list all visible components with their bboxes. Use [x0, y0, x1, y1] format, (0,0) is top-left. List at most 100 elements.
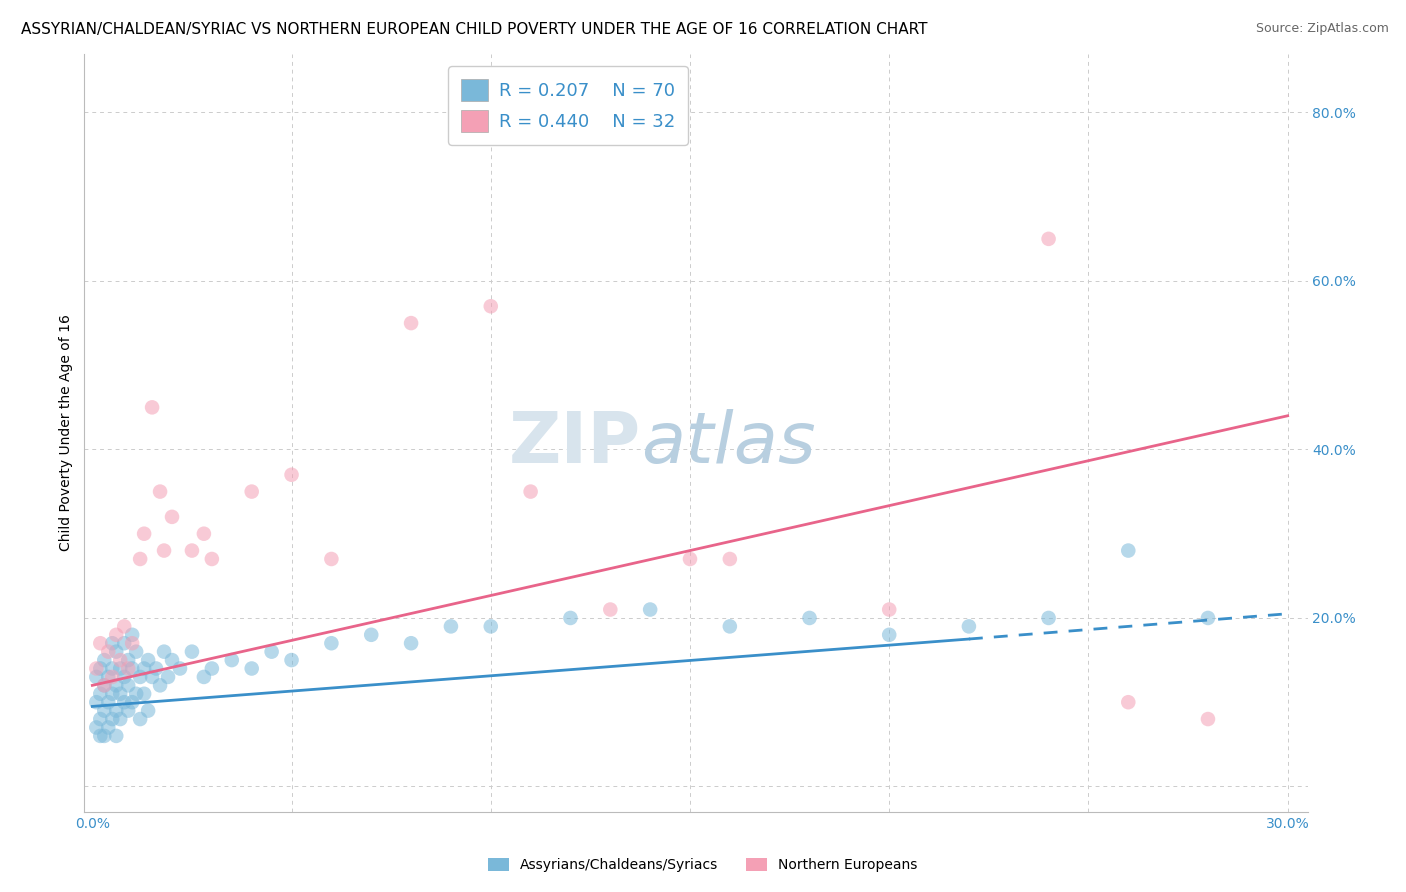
- Point: [201, 552, 224, 566]
- Point: [679, 552, 702, 566]
- Point: [105, 704, 128, 718]
- Point: [112, 636, 135, 650]
- Point: [110, 661, 132, 675]
- Point: [89, 636, 111, 650]
- Point: [117, 704, 139, 718]
- Point: [86, 695, 108, 709]
- Point: [134, 526, 156, 541]
- Point: [160, 509, 183, 524]
- Point: [149, 484, 172, 499]
- Point: [1197, 712, 1219, 726]
- Point: [117, 661, 139, 675]
- Point: [112, 695, 135, 709]
- Point: [97, 670, 120, 684]
- Point: [1197, 611, 1219, 625]
- Point: [101, 661, 124, 675]
- Point: [193, 526, 215, 541]
- Legend: R = 0.207    N = 70, R = 0.440    N = 32: R = 0.207 N = 70, R = 0.440 N = 32: [449, 66, 688, 145]
- Point: [121, 661, 143, 675]
- Point: [560, 611, 582, 625]
- Point: [141, 670, 163, 684]
- Point: [1038, 611, 1060, 625]
- Point: [193, 670, 215, 684]
- Point: [157, 670, 180, 684]
- Point: [112, 619, 135, 633]
- Point: [125, 687, 148, 701]
- Point: [110, 712, 132, 726]
- Point: [105, 628, 128, 642]
- Point: [718, 552, 741, 566]
- Point: [117, 678, 139, 692]
- Point: [599, 602, 621, 616]
- Point: [399, 316, 422, 330]
- Point: [519, 484, 541, 499]
- Point: [93, 729, 115, 743]
- Point: [117, 653, 139, 667]
- Point: [93, 653, 115, 667]
- Point: [153, 543, 176, 558]
- Point: [718, 619, 741, 633]
- Point: [112, 670, 135, 684]
- Point: [240, 484, 263, 499]
- Point: [93, 704, 115, 718]
- Point: [877, 628, 900, 642]
- Point: [89, 729, 111, 743]
- Point: [799, 611, 821, 625]
- Point: [129, 670, 152, 684]
- Point: [86, 721, 108, 735]
- Point: [141, 401, 163, 415]
- Point: [145, 661, 167, 675]
- Point: [321, 636, 343, 650]
- Point: [136, 653, 159, 667]
- Point: [101, 670, 124, 684]
- Point: [125, 645, 148, 659]
- Text: Source: ZipAtlas.com: Source: ZipAtlas.com: [1256, 22, 1389, 36]
- Point: [105, 729, 128, 743]
- Point: [280, 467, 302, 482]
- Point: [169, 661, 191, 675]
- Point: [110, 653, 132, 667]
- Point: [101, 687, 124, 701]
- Point: [181, 645, 204, 659]
- Point: [89, 687, 111, 701]
- Point: [129, 712, 152, 726]
- Point: [101, 636, 124, 650]
- Point: [1116, 695, 1139, 709]
- Point: [399, 636, 422, 650]
- Point: [93, 678, 115, 692]
- Point: [86, 670, 108, 684]
- Point: [86, 661, 108, 675]
- Point: [877, 602, 900, 616]
- Point: [957, 619, 980, 633]
- Point: [181, 543, 204, 558]
- Point: [280, 653, 302, 667]
- Text: ASSYRIAN/CHALDEAN/SYRIAC VS NORTHERN EUROPEAN CHILD POVERTY UNDER THE AGE OF 16 : ASSYRIAN/CHALDEAN/SYRIAC VS NORTHERN EUR…: [21, 22, 928, 37]
- Point: [134, 687, 156, 701]
- Point: [97, 721, 120, 735]
- Point: [129, 552, 152, 566]
- Text: atlas: atlas: [641, 409, 815, 478]
- Legend: Assyrians/Chaldeans/Syriacs, Northern Europeans: Assyrians/Chaldeans/Syriacs, Northern Eu…: [482, 853, 924, 878]
- Point: [479, 299, 502, 313]
- Point: [638, 602, 661, 616]
- Point: [101, 712, 124, 726]
- Text: ZIP: ZIP: [509, 409, 641, 478]
- Point: [1038, 232, 1060, 246]
- Point: [153, 645, 176, 659]
- Point: [121, 636, 143, 650]
- Point: [479, 619, 502, 633]
- Point: [105, 645, 128, 659]
- Point: [121, 628, 143, 642]
- Point: [321, 552, 343, 566]
- Point: [97, 645, 120, 659]
- Point: [360, 628, 382, 642]
- Point: [105, 678, 128, 692]
- Point: [97, 695, 120, 709]
- Point: [134, 661, 156, 675]
- Point: [93, 678, 115, 692]
- Point: [260, 645, 283, 659]
- Point: [89, 661, 111, 675]
- Y-axis label: Child Poverty Under the Age of 16: Child Poverty Under the Age of 16: [59, 314, 73, 551]
- Point: [160, 653, 183, 667]
- Point: [136, 704, 159, 718]
